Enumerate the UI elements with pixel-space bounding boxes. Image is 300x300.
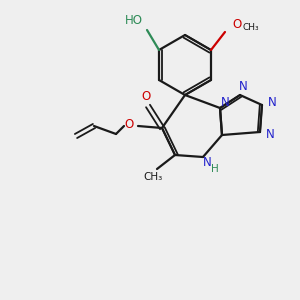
Text: O: O	[124, 118, 134, 130]
Text: HO: HO	[125, 14, 143, 28]
Text: O: O	[232, 19, 242, 32]
Text: O: O	[141, 89, 151, 103]
Text: N: N	[238, 80, 247, 94]
Text: N: N	[268, 95, 276, 109]
Text: N: N	[202, 155, 211, 169]
Text: CH₃: CH₃	[143, 172, 163, 182]
Text: CH₃: CH₃	[243, 23, 260, 32]
Text: H: H	[211, 164, 219, 174]
Text: N: N	[266, 128, 274, 142]
Text: N: N	[220, 97, 230, 110]
